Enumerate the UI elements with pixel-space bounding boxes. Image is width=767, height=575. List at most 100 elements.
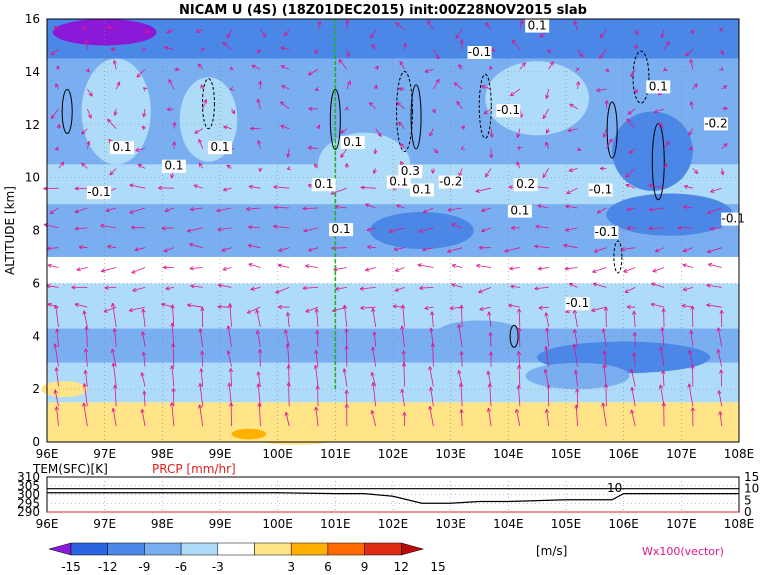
wind-vector-head	[199, 368, 204, 373]
wind-vector	[137, 164, 146, 169]
wind-vector-head	[424, 68, 429, 73]
wind-vector-head	[659, 346, 664, 351]
colorbar-segment	[254, 542, 292, 556]
contour-label-bg	[525, 19, 550, 33]
wind-vector	[372, 346, 377, 367]
wind-vector-head	[200, 84, 205, 89]
wind-vector	[681, 305, 693, 308]
contour-label: -0.1	[566, 296, 589, 310]
wind-vector	[222, 267, 232, 271]
wind-vector-head	[576, 81, 581, 86]
wind-vector-head	[82, 383, 87, 388]
contour-8	[651, 123, 665, 201]
colorbar-segment	[70, 542, 108, 556]
wind-vector	[430, 327, 434, 347]
wind-vector-head	[649, 207, 654, 212]
wind-vector	[508, 304, 520, 308]
surface-x-tick-label: 100E	[262, 517, 293, 531]
wind-vector-head	[511, 39, 516, 44]
wind-vector	[398, 121, 405, 129]
colorbar-tick: 9	[361, 560, 369, 574]
contour-label-bg	[467, 46, 492, 60]
wind-vector-head	[475, 188, 480, 193]
wind-vector	[692, 83, 698, 90]
wind-vector-head	[630, 386, 635, 392]
x-tick-label: 97E	[93, 447, 116, 461]
colorbar-tick: 15	[430, 560, 445, 574]
wind-vector	[630, 69, 636, 78]
wind-vector	[403, 362, 405, 387]
wind-vector-head	[189, 242, 194, 247]
wind-vector	[330, 187, 348, 195]
wind-vector	[187, 227, 203, 232]
contour-label: 0.2	[516, 177, 535, 191]
wind-vector	[460, 383, 463, 407]
wind-vector	[143, 390, 146, 407]
wind-vector-head	[565, 204, 570, 209]
wind-vector	[303, 227, 319, 232]
wind-vector	[273, 225, 290, 229]
wind-vector-head	[158, 185, 163, 191]
wind-vector-head	[81, 130, 86, 135]
wind-vector	[87, 88, 93, 97]
wind-vector	[707, 247, 722, 253]
surface-left-tick: 305	[17, 479, 40, 493]
wind-vector	[43, 223, 59, 229]
wind-vector-head	[314, 49, 319, 54]
wind-vector	[458, 324, 463, 347]
wind-vector	[388, 227, 405, 233]
wind-vector	[658, 122, 665, 129]
wind-vector-head	[250, 286, 255, 291]
wind-vector	[433, 148, 439, 154]
wind-vector	[661, 29, 665, 38]
wind-vector-head	[277, 263, 282, 268]
wind-vector-head	[396, 101, 401, 107]
wind-vector	[250, 286, 261, 290]
wind-vector	[573, 309, 578, 328]
surface-x-tick-label: 101E	[320, 517, 351, 531]
wind-vector-head	[82, 26, 87, 31]
wind-vector	[280, 47, 290, 50]
wind-vector	[85, 39, 88, 50]
x-tick-label: 102E	[378, 447, 409, 461]
wind-vector-head	[141, 351, 146, 356]
contour-label: 0.1	[510, 204, 529, 218]
wind-vector	[134, 247, 146, 251]
contour-label-bg	[311, 178, 336, 192]
wind-vector-head	[478, 245, 483, 250]
wind-vector	[371, 410, 377, 427]
wind-vector	[189, 267, 203, 270]
wind-vector-head	[457, 370, 462, 375]
wind-vector-head	[592, 282, 598, 287]
wind-vector-head	[451, 223, 456, 228]
contour-label: 0.1	[314, 177, 333, 191]
wind-vector	[55, 305, 59, 328]
wind-vector-head	[455, 34, 460, 39]
surface-x-tick-label: 99E	[209, 517, 232, 531]
wind-vector-head	[88, 92, 93, 97]
wind-vector	[719, 411, 723, 427]
colorbar-segment	[327, 542, 365, 556]
wind-vector-head	[130, 225, 135, 230]
colorbar-arrow-right	[401, 542, 425, 556]
wind-vector	[216, 207, 232, 212]
wind-vector-head	[307, 183, 313, 188]
wind-vector-head	[573, 370, 579, 375]
x-tick-label: 108E	[724, 447, 755, 461]
wind-vector-head	[654, 248, 660, 253]
wind-vector-head	[422, 247, 427, 252]
contour-label: -0.1	[87, 185, 110, 199]
wind-vector-head	[302, 285, 307, 291]
wind-vector	[575, 370, 578, 387]
contour-label-bg	[588, 183, 613, 197]
wind-vector-head	[400, 388, 405, 394]
wind-vector-head	[170, 174, 175, 179]
wind-vector-head	[719, 369, 724, 374]
wind-vector-head	[128, 307, 134, 313]
contour-label: -0.1	[722, 212, 745, 226]
wind-vector-head	[459, 351, 464, 356]
wind-vector	[302, 286, 319, 289]
contour-10	[509, 324, 519, 348]
wind-vector	[81, 162, 88, 169]
wind-vector-head	[305, 308, 310, 313]
